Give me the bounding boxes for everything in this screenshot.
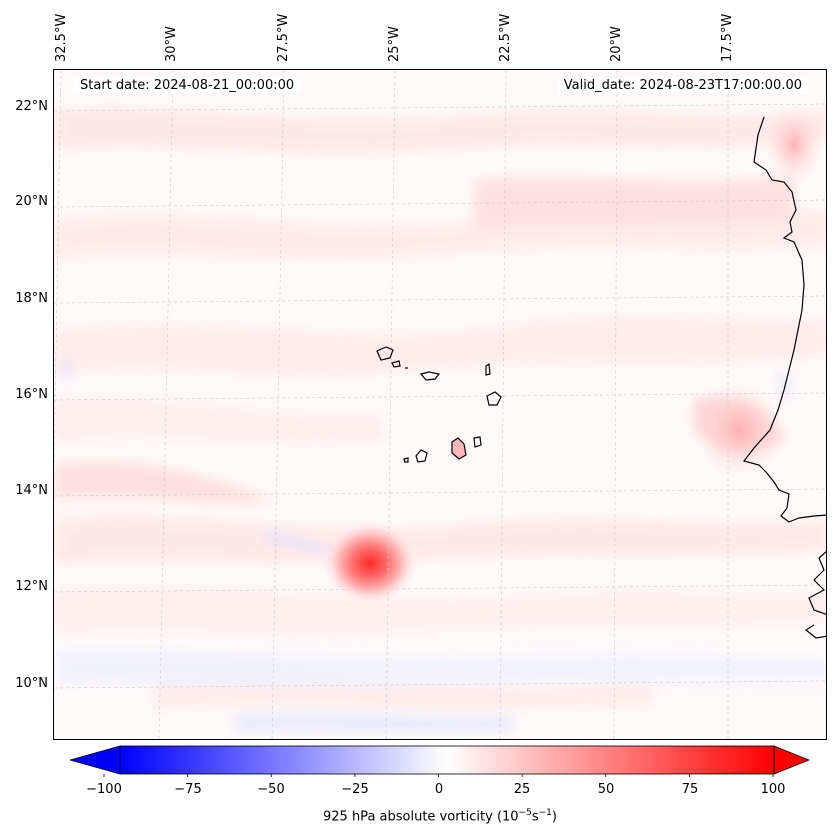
lon-label-30w: 30°W [164,26,179,62]
lat-label-12n: 12°N [15,579,48,594]
africa-coastline-south [804,550,826,639]
colorbar-tick-neg100: −100 [86,782,122,797]
lat-label-22n: 22°N [15,99,48,114]
lat-label-20n: 20°N [15,194,48,209]
map-panel[interactable]: Start date: 2024-08-21_00:00:00 Valid_da… [53,69,827,740]
lon-label-22-5w: 22.5°W [498,13,513,62]
lon-label-27-5w: 27.5°W [276,13,291,62]
island-sal [485,362,491,376]
island-boa-vista [486,391,502,406]
lon-label-32-5w: 32.5°W [54,13,69,62]
coastal-vorticity-max [694,380,784,480]
lon-label-17-5w: 17.5°W [720,13,735,62]
colorbar-tick-75: 75 [681,782,699,797]
colorbar-tick-25: 25 [513,782,531,797]
colorbar-gradient [119,745,775,775]
island-santiago [451,437,467,460]
colorbar-tick-50: 50 [597,782,615,797]
lat-label-14n: 14°N [15,483,48,498]
graticule [54,70,826,739]
lat-label-10n: 10°N [15,676,48,691]
colorbar-extend-max [773,745,810,775]
colorbar-tick-neg75: −75 [174,782,202,797]
start-date-label: Start date: 2024-08-21_00:00:00 [74,77,301,94]
colorbar-tick-100: 100 [760,782,786,797]
colorbar-tick-0: 0 [434,782,444,797]
valid-date-label: Valid_date: 2024-08-23T17:00:00.00 [557,77,808,94]
vorticity-field [54,107,826,710]
colorbar-label: 925 hPa absolute vorticity (10−5s−1) [323,808,557,825]
vortex-maximum [322,521,418,605]
lat-label-18n: 18°N [15,291,48,306]
island-fogo [415,449,428,463]
island-maio [473,436,482,448]
lon-label-25w: 25°W [387,26,402,62]
island-sao-vicente [391,360,401,368]
island-brava [403,457,409,463]
lat-label-16n: 16°N [15,387,48,402]
vorticity-map [54,70,826,739]
lon-label-20w: 20°W [609,26,624,62]
colorbar [70,745,810,777]
northern-coastal-max [764,105,824,185]
colorbar-tick-neg50: −50 [257,782,285,797]
island-santo-antao [376,346,394,361]
africa-coastline [742,116,826,523]
colorbar-tick-neg25: −25 [341,782,369,797]
colorbar-tick-marks [103,774,774,777]
cape-verde-islands [376,346,502,463]
colorbar-extend-min [70,745,121,775]
island-sao-nicolau [419,371,441,381]
